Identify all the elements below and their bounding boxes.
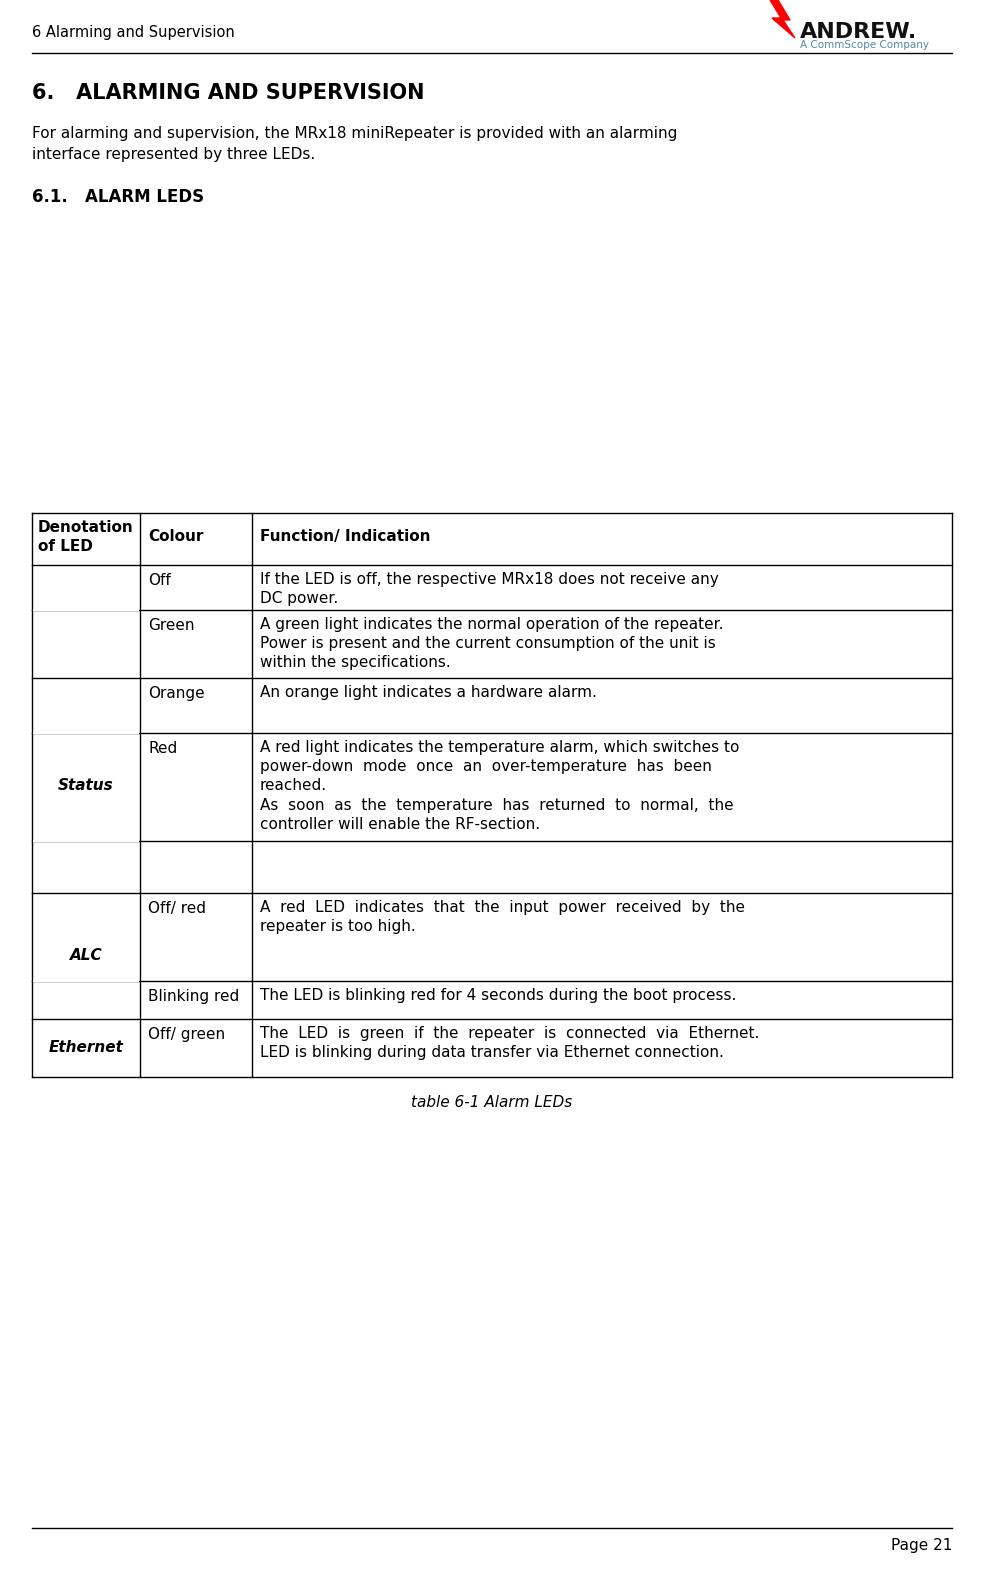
Bar <box>33 980 139 982</box>
Bar <box>33 609 139 610</box>
Bar <box>33 840 139 842</box>
Text: If the LED is off, the respective MRx18 does not receive any
DC power.: If the LED is off, the respective MRx18 … <box>260 573 718 606</box>
Text: An orange light indicates a hardware alarm.: An orange light indicates a hardware ala… <box>260 684 597 700</box>
Text: Colour: Colour <box>148 529 204 544</box>
Text: Page 21: Page 21 <box>891 1538 952 1553</box>
Text: A green light indicates the normal operation of the repeater.
Power is present a: A green light indicates the normal opera… <box>260 617 723 670</box>
Text: interface represented by three LEDs.: interface represented by three LEDs. <box>32 146 315 162</box>
Text: table 6-1 Alarm LEDs: table 6-1 Alarm LEDs <box>411 1095 573 1111</box>
Text: Ethernet: Ethernet <box>48 1040 123 1055</box>
Text: ALC: ALC <box>70 949 102 964</box>
Text: Off: Off <box>148 573 171 588</box>
Text: Orange: Orange <box>148 686 205 702</box>
Text: Denotation
of LED: Denotation of LED <box>38 521 134 554</box>
Text: Red: Red <box>148 741 177 757</box>
Text: Off/ red: Off/ red <box>148 901 206 915</box>
Text: 6 Alarming and Supervision: 6 Alarming and Supervision <box>32 25 235 39</box>
Text: Blinking red: Blinking red <box>148 989 239 1004</box>
Bar <box>33 731 139 735</box>
Text: 6.1.   ALARM LEDS: 6.1. ALARM LEDS <box>32 189 204 206</box>
Text: The  LED  is  green  if  the  repeater  is  connected  via  Ethernet.
LED is bli: The LED is green if the repeater is conn… <box>260 1026 760 1060</box>
Text: Green: Green <box>148 618 195 632</box>
Text: A  red  LED  indicates  that  the  input  power  received  by  the
repeater is t: A red LED indicates that the input power… <box>260 900 745 934</box>
Text: For alarming and supervision, the MRx18 miniRepeater is provided with an alarmin: For alarming and supervision, the MRx18 … <box>32 126 677 142</box>
Text: Off/ green: Off/ green <box>148 1027 225 1041</box>
Text: ANDREW.: ANDREW. <box>800 22 917 42</box>
Text: Function/ Indication: Function/ Indication <box>260 529 431 544</box>
Text: The LED is blinking red for 4 seconds during the boot process.: The LED is blinking red for 4 seconds du… <box>260 988 736 1004</box>
Text: A CommScope Company: A CommScope Company <box>800 39 929 50</box>
Polygon shape <box>770 0 795 38</box>
Text: A red light indicates the temperature alarm, which switches to
power-down  mode : A red light indicates the temperature al… <box>260 739 739 832</box>
Text: 6.   ALARMING AND SUPERVISION: 6. ALARMING AND SUPERVISION <box>32 83 424 102</box>
Text: Status: Status <box>58 779 114 793</box>
